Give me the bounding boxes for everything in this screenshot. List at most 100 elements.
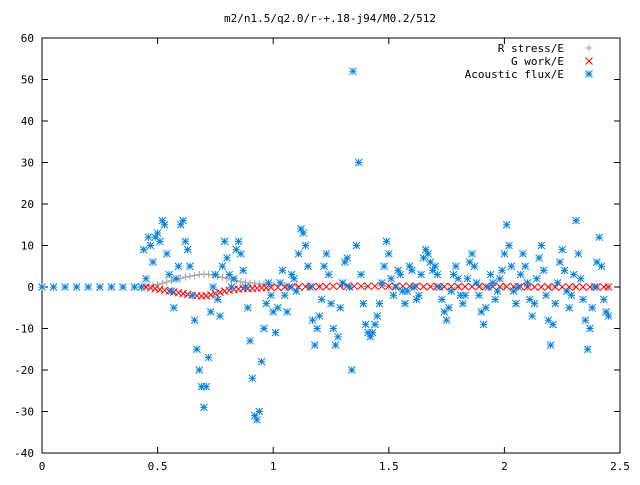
data-point <box>375 299 384 308</box>
marker-stroke <box>553 278 562 287</box>
marker-stroke <box>556 258 564 266</box>
series-layer <box>38 67 613 424</box>
data-point <box>151 284 160 293</box>
data-point <box>239 266 247 275</box>
marker-stroke <box>461 282 469 291</box>
marker-stroke <box>72 283 81 291</box>
marker-stroke <box>500 249 509 258</box>
data-point <box>442 316 451 325</box>
marker-stroke <box>144 233 153 242</box>
data-point <box>451 262 460 271</box>
data-point <box>202 382 211 391</box>
data-point <box>387 274 395 283</box>
y-tick-label: -40 <box>14 447 34 460</box>
marker-stroke <box>479 320 488 329</box>
data-point <box>246 337 254 345</box>
marker-stroke <box>119 283 127 291</box>
marker-stroke <box>206 308 215 316</box>
data-point <box>294 249 303 258</box>
data-point <box>359 299 368 308</box>
marker-stroke <box>331 341 340 349</box>
data-point <box>500 249 509 258</box>
data-point <box>426 282 435 291</box>
marker-stroke <box>581 316 590 325</box>
marker-stroke <box>384 282 393 291</box>
data-point <box>384 282 393 291</box>
data-point <box>308 316 317 325</box>
data-point <box>579 283 587 291</box>
marker-stroke <box>294 249 303 258</box>
marker-stroke <box>560 266 569 275</box>
data-point <box>498 266 506 275</box>
marker-stroke <box>417 270 426 279</box>
marker-stroke <box>588 303 597 312</box>
marker-stroke <box>107 283 116 291</box>
marker-stroke <box>174 262 183 271</box>
data-point <box>472 278 481 287</box>
data-point <box>373 312 382 320</box>
data-point <box>218 273 226 281</box>
marker-stroke <box>218 262 227 271</box>
data-point <box>220 237 229 246</box>
data-point <box>424 249 432 258</box>
marker-stroke <box>257 357 266 366</box>
marker-stroke <box>426 282 435 291</box>
data-point <box>435 283 444 291</box>
marker-stroke <box>546 341 555 349</box>
marker-stroke <box>447 287 456 296</box>
marker-stroke <box>593 258 601 266</box>
data-point <box>347 366 356 374</box>
data-point <box>468 282 476 291</box>
marker-stroke <box>475 291 483 300</box>
marker-stroke <box>465 258 474 266</box>
data-point <box>234 237 243 246</box>
data-point <box>216 288 224 297</box>
data-point <box>479 320 488 329</box>
data-point <box>211 270 220 279</box>
data-point <box>306 283 315 291</box>
data-point <box>264 278 273 287</box>
marker-stroke <box>202 291 211 300</box>
marker-stroke <box>213 295 222 304</box>
data-point <box>380 262 389 271</box>
marker-stroke <box>572 283 580 291</box>
marker-stroke <box>204 353 213 362</box>
data-point <box>172 274 180 283</box>
data-point <box>257 357 266 366</box>
data-point <box>382 237 391 246</box>
data-point <box>569 270 578 279</box>
data-point <box>586 324 594 333</box>
marker-stroke <box>313 324 321 333</box>
data-point <box>590 283 599 291</box>
marker-stroke <box>267 291 275 300</box>
marker-stroke <box>336 303 345 312</box>
data-point <box>278 266 287 275</box>
marker-stroke <box>262 299 271 308</box>
data-point <box>408 266 416 275</box>
data-point <box>535 254 543 262</box>
data-point <box>371 320 379 329</box>
marker-stroke <box>396 270 405 279</box>
marker-stroke <box>454 282 463 291</box>
data-point <box>199 403 208 412</box>
marker-stroke <box>532 274 541 283</box>
marker-stroke <box>206 291 215 299</box>
legend-marker <box>585 70 593 78</box>
data-point <box>364 282 372 291</box>
axes: 0 0.5 1 1.5 2 2.5 -40 -30 -20 -10 0 10 20 30 40 50 60 <box>14 32 630 473</box>
marker-stroke <box>535 254 543 262</box>
data-point <box>181 273 189 281</box>
legend-label: Acoustic flux/E <box>465 68 564 81</box>
marker-stroke <box>565 303 573 312</box>
data-point <box>179 216 187 225</box>
marker-stroke <box>160 220 169 229</box>
marker-stroke <box>211 270 220 279</box>
data-point <box>334 332 342 341</box>
marker-stroke <box>558 283 567 291</box>
marker-stroke <box>290 274 298 283</box>
marker-stroke <box>602 308 610 316</box>
data-point <box>401 299 409 308</box>
